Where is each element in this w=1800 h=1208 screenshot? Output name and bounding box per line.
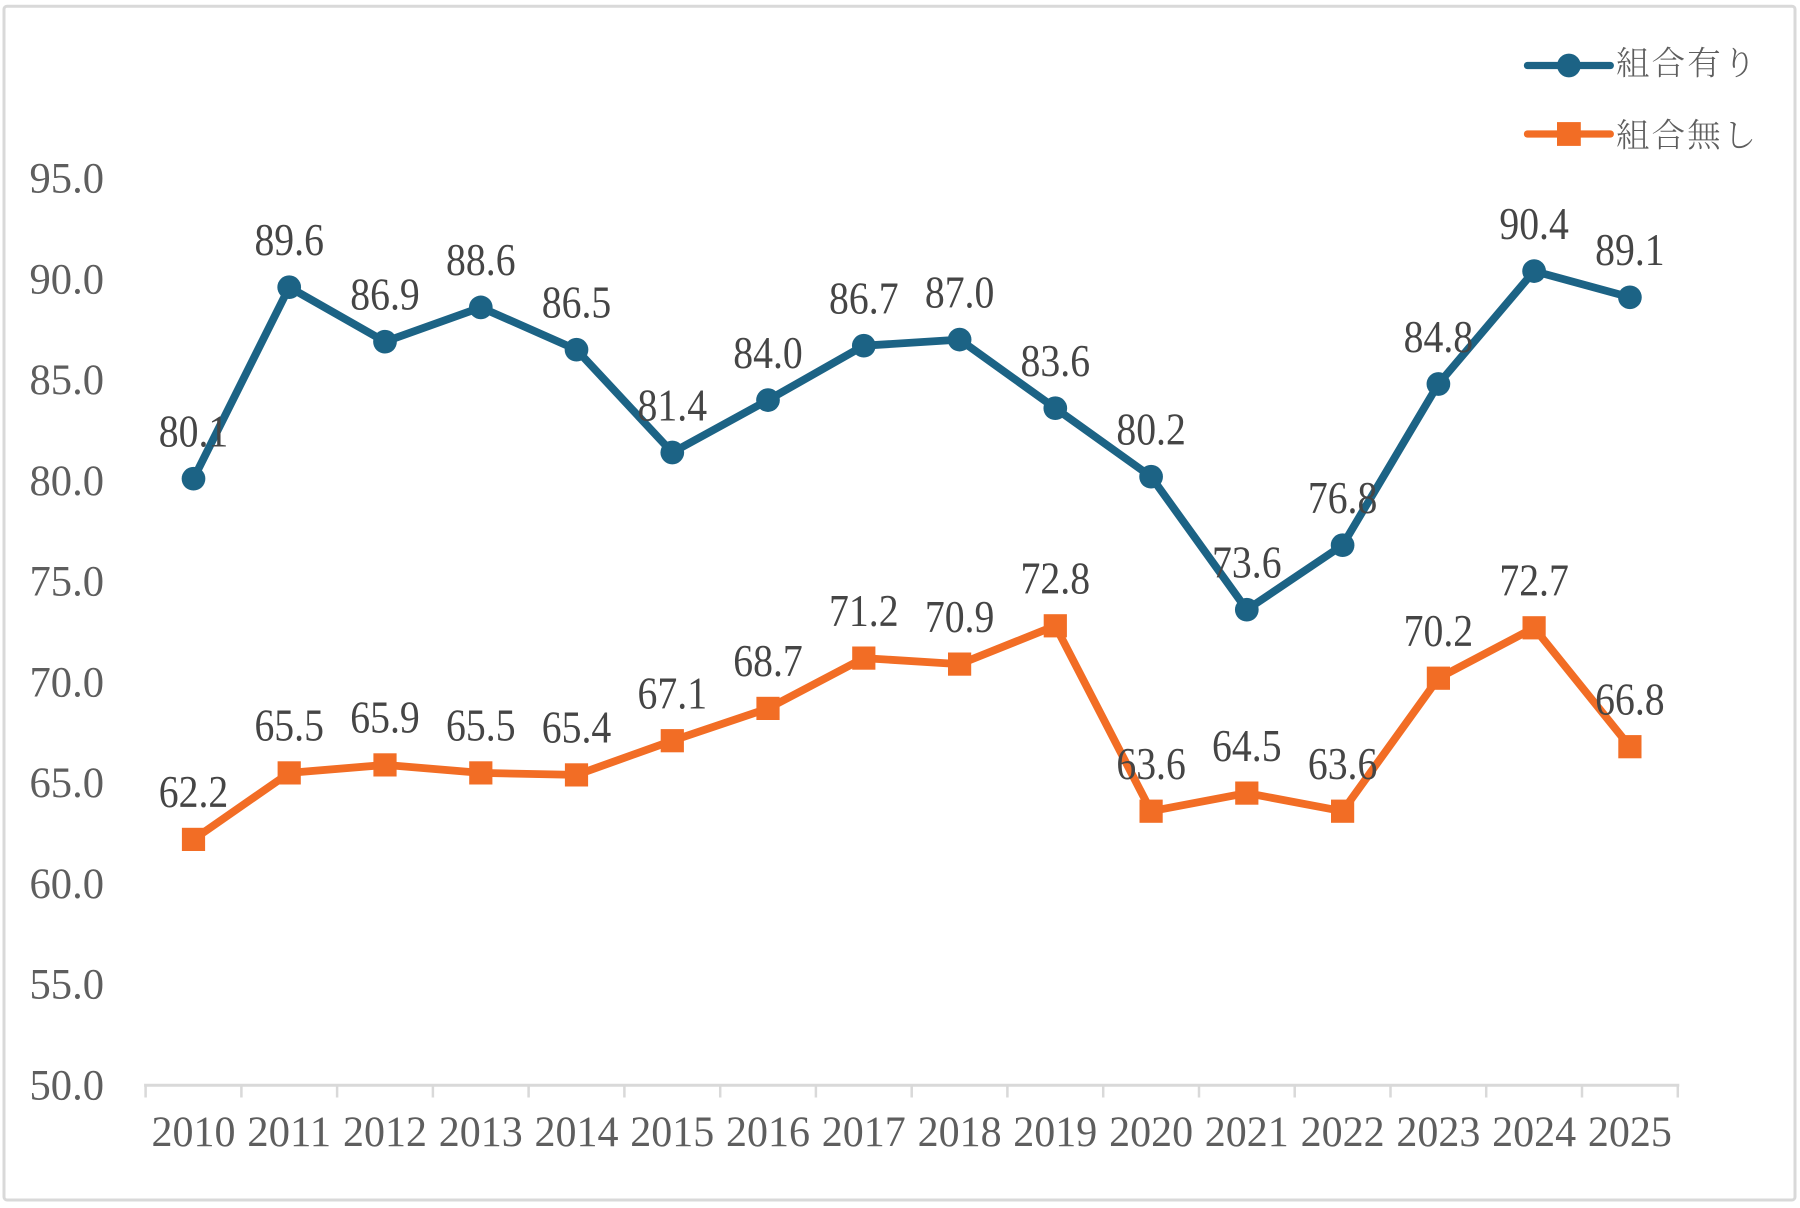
svg-text:86.5: 86.5: [542, 278, 612, 328]
svg-text:2016: 2016: [726, 1109, 810, 1156]
svg-text:70.2: 70.2: [1404, 606, 1474, 656]
svg-text:90.4: 90.4: [1499, 199, 1569, 249]
svg-text:88.6: 88.6: [446, 235, 516, 285]
svg-text:86.7: 86.7: [829, 274, 899, 324]
svg-text:2025: 2025: [1588, 1109, 1672, 1156]
svg-text:64.5: 64.5: [1212, 721, 1282, 771]
svg-text:70.0: 70.0: [30, 659, 105, 706]
svg-text:2015: 2015: [630, 1109, 714, 1156]
svg-text:89.1: 89.1: [1595, 225, 1665, 275]
svg-text:70.9: 70.9: [925, 592, 995, 642]
svg-text:63.6: 63.6: [1116, 739, 1186, 789]
svg-text:2023: 2023: [1396, 1109, 1480, 1156]
svg-text:2021: 2021: [1205, 1109, 1289, 1156]
svg-text:87.0: 87.0: [925, 267, 995, 317]
svg-text:89.6: 89.6: [254, 215, 324, 265]
svg-text:2022: 2022: [1301, 1109, 1385, 1156]
svg-text:80.1: 80.1: [159, 407, 229, 457]
svg-text:65.0: 65.0: [30, 760, 105, 807]
svg-text:81.4: 81.4: [638, 380, 708, 430]
svg-text:67.1: 67.1: [638, 669, 708, 719]
svg-text:65.5: 65.5: [254, 701, 324, 751]
svg-text:2010: 2010: [152, 1109, 236, 1156]
svg-text:68.7: 68.7: [733, 636, 803, 686]
svg-text:65.5: 65.5: [446, 701, 516, 751]
svg-text:76.8: 76.8: [1308, 473, 1378, 523]
svg-text:90.0: 90.0: [30, 256, 105, 303]
svg-text:50.0: 50.0: [30, 1063, 105, 1110]
svg-text:2011: 2011: [247, 1109, 331, 1156]
svg-text:55.0: 55.0: [30, 962, 105, 1009]
svg-text:62.2: 62.2: [159, 767, 229, 817]
svg-text:80.2: 80.2: [1116, 405, 1186, 455]
svg-text:2014: 2014: [535, 1109, 619, 1156]
svg-text:66.8: 66.8: [1595, 675, 1665, 725]
svg-text:72.8: 72.8: [1021, 554, 1091, 604]
svg-text:2013: 2013: [439, 1109, 523, 1156]
svg-text:85.0: 85.0: [30, 357, 105, 404]
svg-text:63.6: 63.6: [1308, 739, 1378, 789]
svg-text:65.4: 65.4: [542, 703, 612, 753]
svg-text:2018: 2018: [918, 1109, 1002, 1156]
svg-text:2020: 2020: [1109, 1109, 1193, 1156]
svg-text:2019: 2019: [1013, 1109, 1097, 1156]
svg-text:60.0: 60.0: [30, 861, 105, 908]
svg-text:84.8: 84.8: [1404, 312, 1474, 362]
svg-text:72.7: 72.7: [1499, 556, 1569, 606]
svg-text:71.2: 71.2: [829, 586, 899, 636]
svg-text:75.0: 75.0: [30, 559, 105, 606]
svg-text:80.0: 80.0: [30, 458, 105, 505]
svg-text:2024: 2024: [1492, 1109, 1576, 1156]
svg-text:73.6: 73.6: [1212, 538, 1282, 588]
svg-text:86.9: 86.9: [350, 270, 420, 320]
svg-text:2012: 2012: [343, 1109, 427, 1156]
svg-text:83.6: 83.6: [1021, 336, 1091, 386]
svg-text:84.0: 84.0: [733, 328, 803, 378]
svg-text:95.0: 95.0: [30, 156, 105, 203]
svg-text:65.9: 65.9: [350, 693, 420, 743]
svg-text:2017: 2017: [822, 1109, 906, 1156]
